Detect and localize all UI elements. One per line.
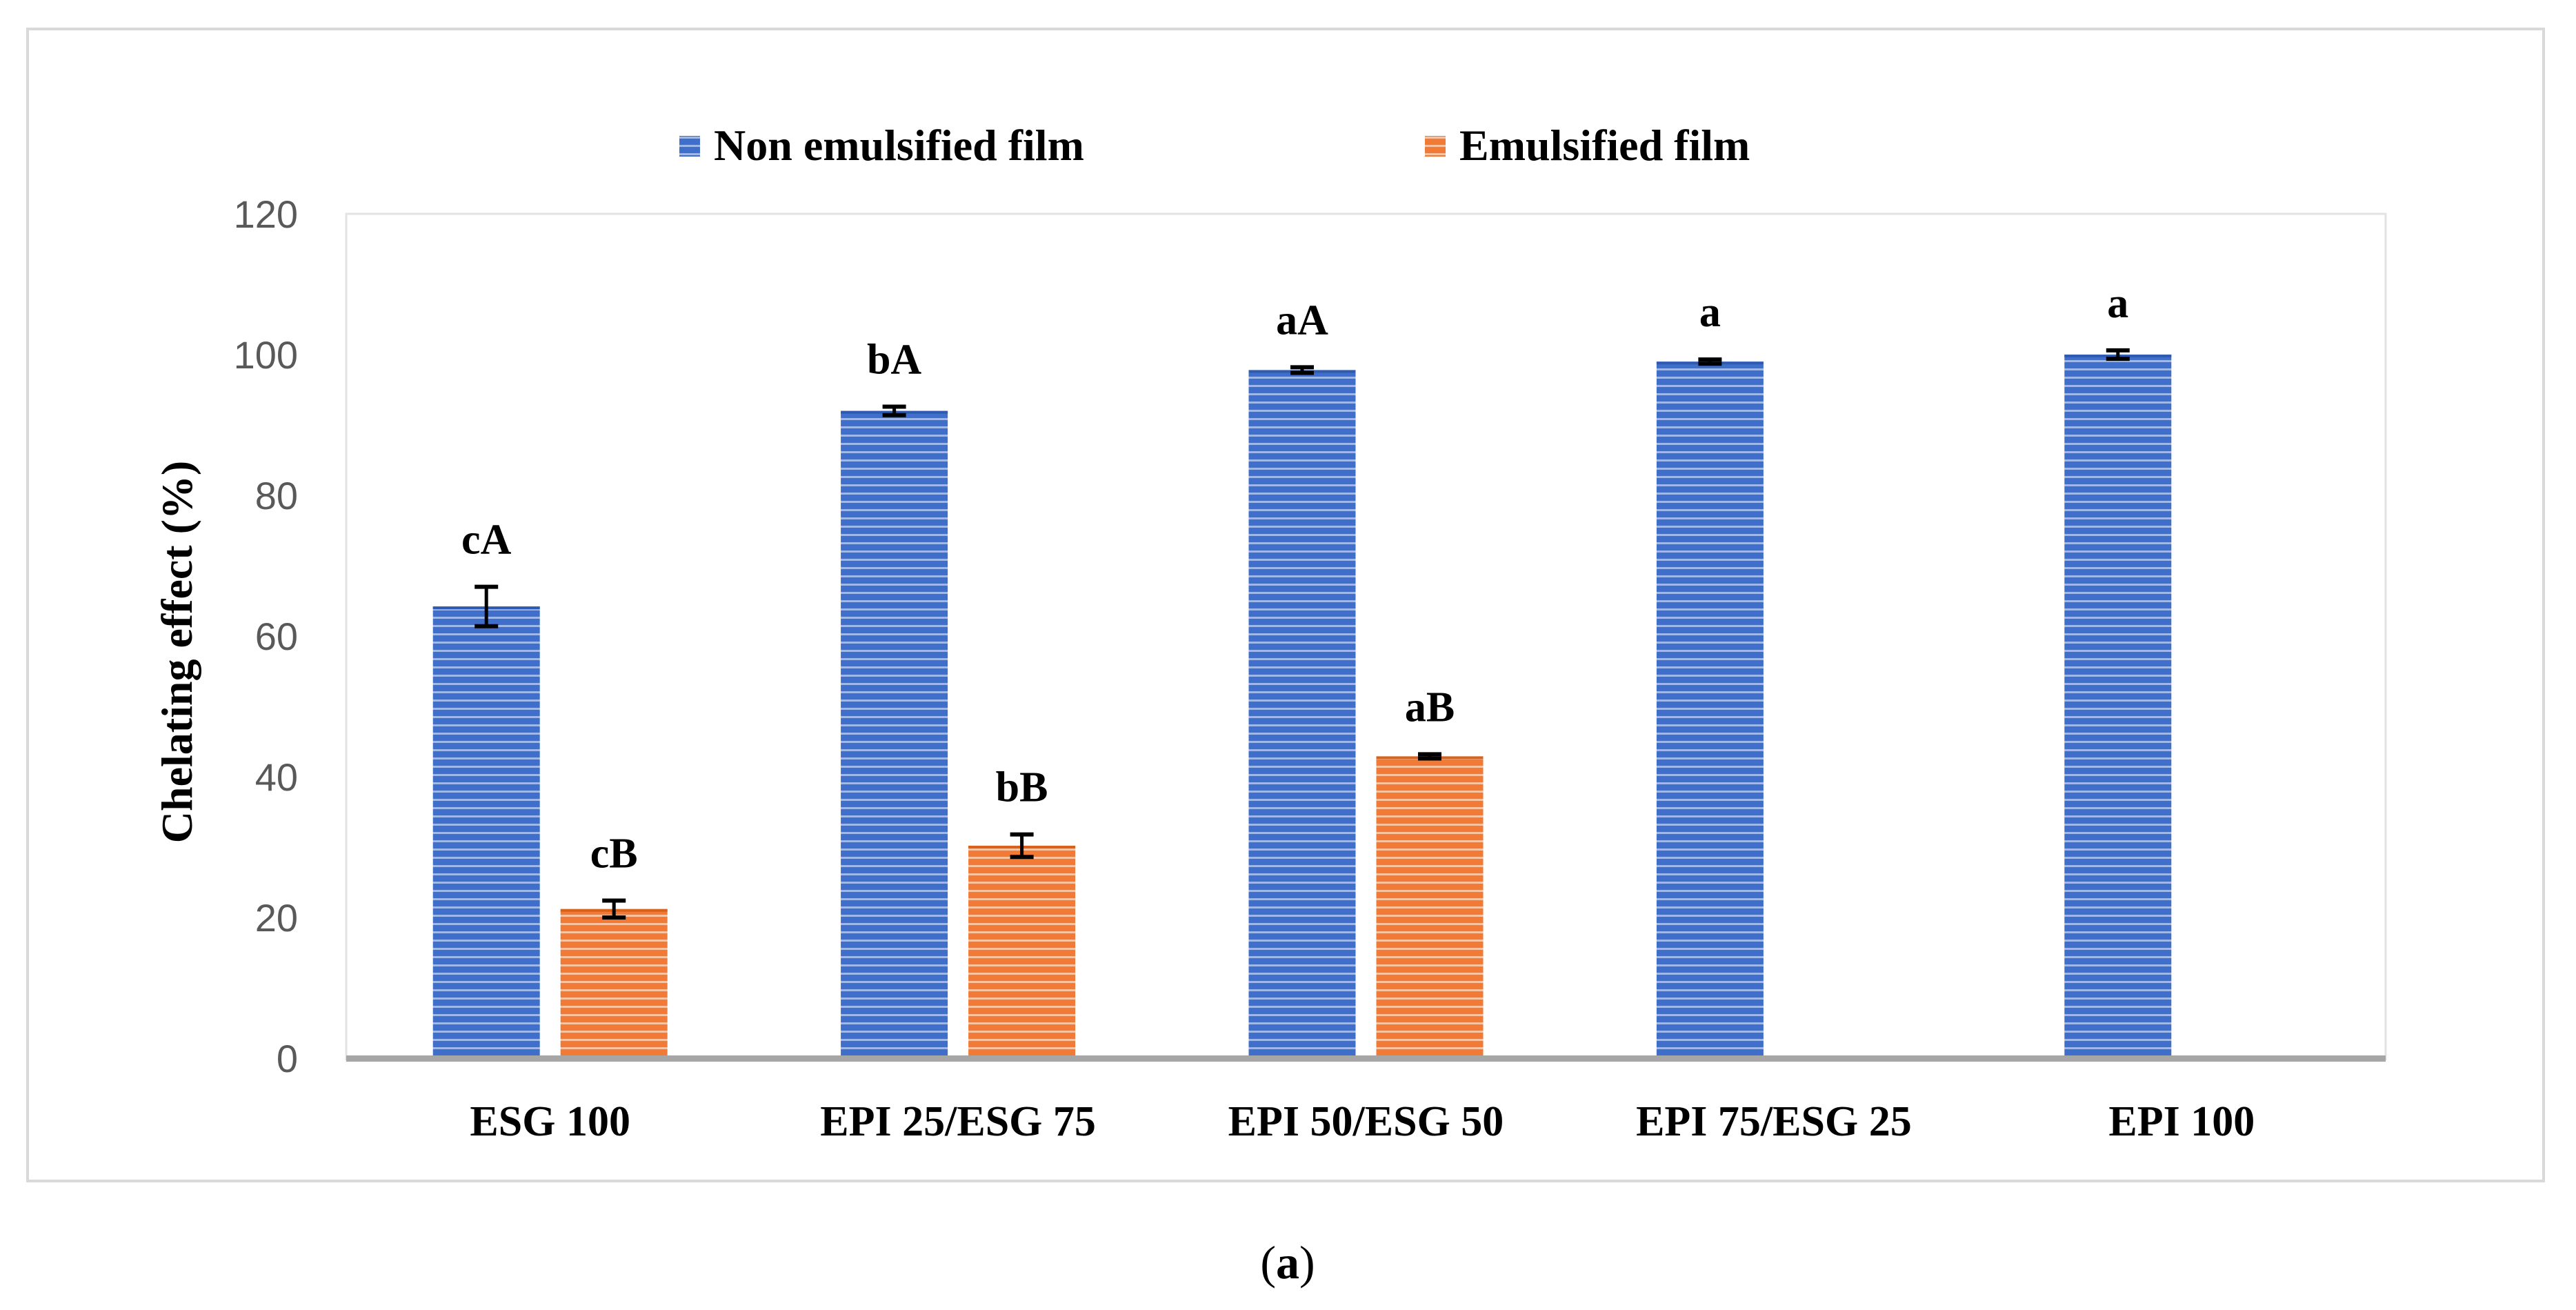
y-tick-label-20: 20	[255, 896, 298, 940]
legend-label-emulsified: Emulsified film	[1459, 121, 1750, 170]
error-bar-non-emulsified-film-epi-50-esg-50	[1290, 365, 1314, 375]
bar-non-emulsified-film-epi-50-esg-50	[1248, 370, 1356, 1058]
bar-non-emulsified-film-epi-75-esg-25	[1656, 361, 1764, 1058]
bar-non-emulsified-film-esg-100	[432, 606, 540, 1058]
bar-emulsified-film-esg-100	[560, 909, 668, 1058]
legend-label-non-emulsified: Non emulsified film	[714, 121, 1084, 170]
y-axis-title: Chelating effect (%)	[152, 461, 201, 843]
error-bar-emulsified-film-epi-25-esg-75	[1010, 832, 1034, 860]
y-tick-label-120: 120	[234, 192, 298, 236]
caption-letter: a	[1276, 1236, 1299, 1289]
bar-non-emulsified-film-epi-25-esg-75	[841, 410, 948, 1058]
significance-label-non-emulsified-film-epi-50-esg-50: aA	[1276, 297, 1328, 344]
bars: cA cB bA bB aA aB a a	[432, 280, 2172, 1058]
significance-label-non-emulsified-film-epi-100: a	[2107, 280, 2128, 327]
y-tick-label-100: 100	[234, 333, 298, 377]
x-category-label-epi-75-esg-25: EPI 75/ESG 25	[1636, 1098, 1912, 1145]
legend-swatch-non-emulsified	[679, 136, 700, 157]
category-labels: ESG 100 EPI 25/ESG 75 EPI 50/ESG 50 EPI 75/…	[470, 1098, 2255, 1145]
x-category-label-esg-100: ESG 100	[470, 1098, 630, 1145]
x-axis-baseline	[346, 1055, 2386, 1062]
x-category-label-epi-100: EPI 100	[2108, 1098, 2255, 1145]
x-category-label-epi-50-esg-50: EPI 50/ESG 50	[1228, 1098, 1504, 1145]
x-category-label-epi-25-esg-75: EPI 25/ESG 75	[820, 1098, 1096, 1145]
error-bar-non-emulsified-film-epi-75-esg-25	[1698, 357, 1722, 366]
significance-label-emulsified-film-epi-50-esg-50: aB	[1405, 684, 1455, 731]
significance-label-emulsified-film-epi-25-esg-75: bB	[996, 764, 1048, 811]
y-tick-label-0: 0	[277, 1037, 298, 1080]
significance-label-non-emulsified-film-epi-25-esg-75: bA	[867, 336, 921, 383]
y-tick-label-40: 40	[255, 755, 298, 799]
y-tick-label-60: 60	[255, 615, 298, 658]
figure-caption: (a)	[1260, 1236, 1315, 1289]
error-bar-non-emulsified-film-epi-100	[2106, 348, 2130, 361]
bar-non-emulsified-film-epi-100	[2064, 355, 2172, 1058]
significance-label-non-emulsified-film-epi-75-esg-25: a	[1699, 289, 1721, 336]
y-axis-ticks: 0 20 40 60 80 100 120	[234, 192, 298, 1080]
significance-label-emulsified-film-esg-100: cB	[590, 831, 638, 877]
error-bar-emulsified-film-esg-100	[602, 898, 626, 920]
caption-open: (	[1260, 1236, 1276, 1289]
significance-label-non-emulsified-film-esg-100: cA	[461, 517, 512, 564]
legend: Non emulsified film Emulsified film	[679, 121, 1750, 170]
error-bar-non-emulsified-film-epi-25-esg-75	[882, 404, 906, 417]
caption-close: )	[1299, 1236, 1315, 1289]
bar-emulsified-film-epi-50-esg-50	[1376, 756, 1484, 1058]
y-tick-label-80: 80	[255, 474, 298, 517]
legend-swatch-emulsified	[1425, 136, 1446, 157]
bar-emulsified-film-epi-25-esg-75	[968, 845, 1076, 1058]
error-bar-emulsified-film-epi-50-esg-50	[1418, 752, 1441, 761]
error-bar-non-emulsified-film-esg-100	[475, 584, 499, 628]
